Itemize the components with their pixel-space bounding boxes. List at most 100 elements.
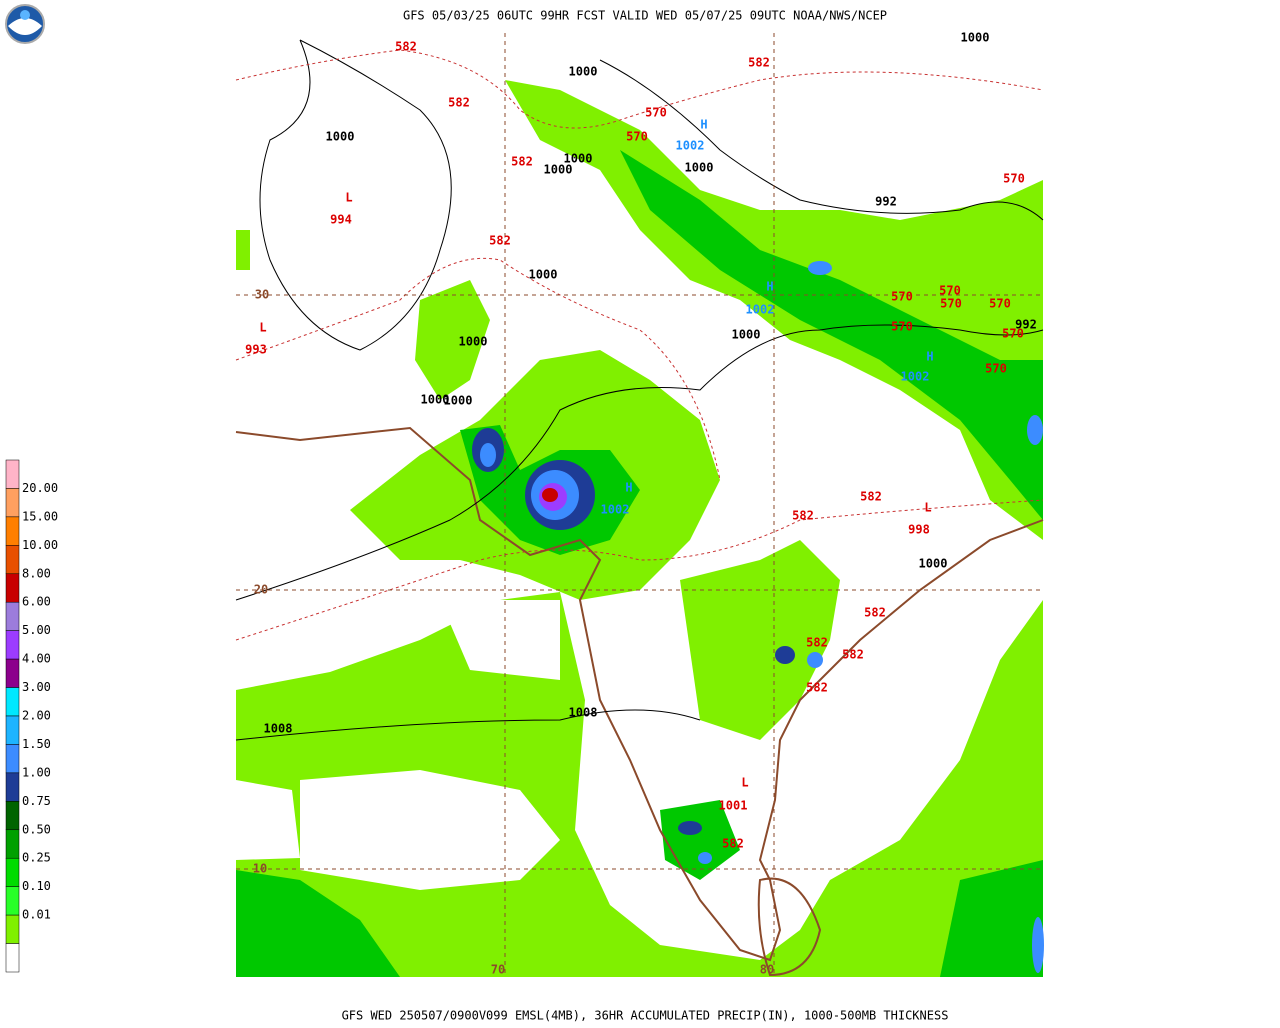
legend-label: 1.50 [22,737,51,751]
map-label: 1000 [569,65,598,79]
map-label: 1000 [326,130,355,144]
map-label: 1002 [746,303,775,317]
lat-lon-grid [236,33,1043,977]
map-label: 570 [989,297,1011,311]
map-label: 582 [489,234,511,248]
legend-label: 8.00 [22,566,51,580]
map-label: 582 [511,155,533,169]
legend-swatch [5,829,20,859]
map-label: 570 [645,106,667,120]
map-label: H [926,350,933,364]
map-label: 1001 [719,799,748,813]
legend-swatch [5,573,20,603]
map-label: 582 [395,40,417,54]
map-label: 20 [254,583,268,597]
map-label: H [625,481,632,495]
map-label: 582 [448,96,470,110]
map-label: 998 [908,523,930,537]
map-label: 10 [253,862,267,876]
legend-swatch [5,801,20,831]
map-label: 70 [491,963,505,977]
legend-label: 6.00 [22,595,51,609]
map-label: 30 [255,288,269,302]
map-label: L [345,191,352,205]
map-label: 993 [245,343,267,357]
map-label: 1002 [676,139,705,153]
map-label: 994 [330,213,352,227]
precip-gap [440,600,560,680]
legend-swatch [5,772,20,802]
map-label: 582 [864,606,886,620]
precip-heavy [472,261,1044,973]
thickness-contours [235,49,1044,641]
map-label: 1000 [529,268,558,282]
map-label: 582 [748,56,770,70]
legend-label: 20.00 [22,481,58,495]
map-label: 1000 [564,152,593,166]
map-label: H [700,118,707,132]
map-label: 570 [1003,172,1025,186]
legend-swatch [5,459,20,489]
map-label: 570 [626,130,648,144]
map-label: L [259,321,266,335]
map-label: 992 [1015,318,1037,332]
map-label: 1008 [569,706,598,720]
legend-label: 0.10 [22,879,51,893]
legend-label: 1.00 [22,765,51,779]
map-label: 570 [939,284,961,298]
map-label: 570 [891,320,913,334]
legend-label: 4.00 [22,652,51,666]
legend-swatch [5,943,20,973]
legend-label: 0.01 [22,908,51,922]
map-label: 570 [891,290,913,304]
map-label: 582 [860,490,882,504]
legend-label: 5.00 [22,623,51,637]
isobars [235,39,1044,741]
coastline [235,426,1044,977]
map-label: 582 [806,681,828,695]
legend-swatch [5,914,20,944]
map-label: 1002 [601,503,630,517]
precip-gap [300,770,560,890]
legend-swatch [5,630,20,660]
map-label: 1000 [459,335,488,349]
map-label: 1000 [732,328,761,342]
map-label: 1000 [421,393,450,407]
map-label: 1000 [444,394,473,408]
map-label: L [924,501,931,515]
legend-label: 15.00 [22,509,58,523]
map-label: 582 [842,648,864,662]
map-label: H [766,280,773,294]
map-caption: GFS WED 250507/0900V099 EMSL(4MB), 36HR … [342,1009,949,1023]
map-label: 1000 [544,163,573,177]
legend-swatch [5,744,20,774]
map-label: 1000 [961,31,990,45]
map-label: 570 [940,297,962,311]
legend-swatch [5,545,20,575]
legend-label: 0.25 [22,851,51,865]
map-label: 1000 [685,161,714,175]
legend: 20.00 15.00 10.00 8.00 6.00 5.00 4.00 3.00 2.00 1… [5,459,58,973]
map-label: 992 [875,195,897,209]
legend-swatch [5,516,20,546]
noaa-logo [5,4,45,44]
map-label: 582 [806,636,828,650]
map-label: 1002 [901,370,930,384]
legend-label: 2.00 [22,709,51,723]
map-label: 570 [1002,327,1024,341]
legend-swatch [5,601,20,631]
map-label: L [741,776,748,790]
legend-swatch [5,857,20,887]
legend-label: 0.50 [22,822,51,836]
map-label: 582 [722,837,744,851]
legend-swatch [5,886,20,916]
map-title: GFS 05/03/25 06UTC 99HR FCST VALID WED 0… [403,9,887,23]
legend-swatch [5,715,20,745]
map-label: 1000 [919,557,948,571]
legend-swatch [5,687,20,717]
map-label: 80 [760,963,774,977]
map-label: 1008 [264,722,293,736]
legend-swatch [5,488,20,518]
